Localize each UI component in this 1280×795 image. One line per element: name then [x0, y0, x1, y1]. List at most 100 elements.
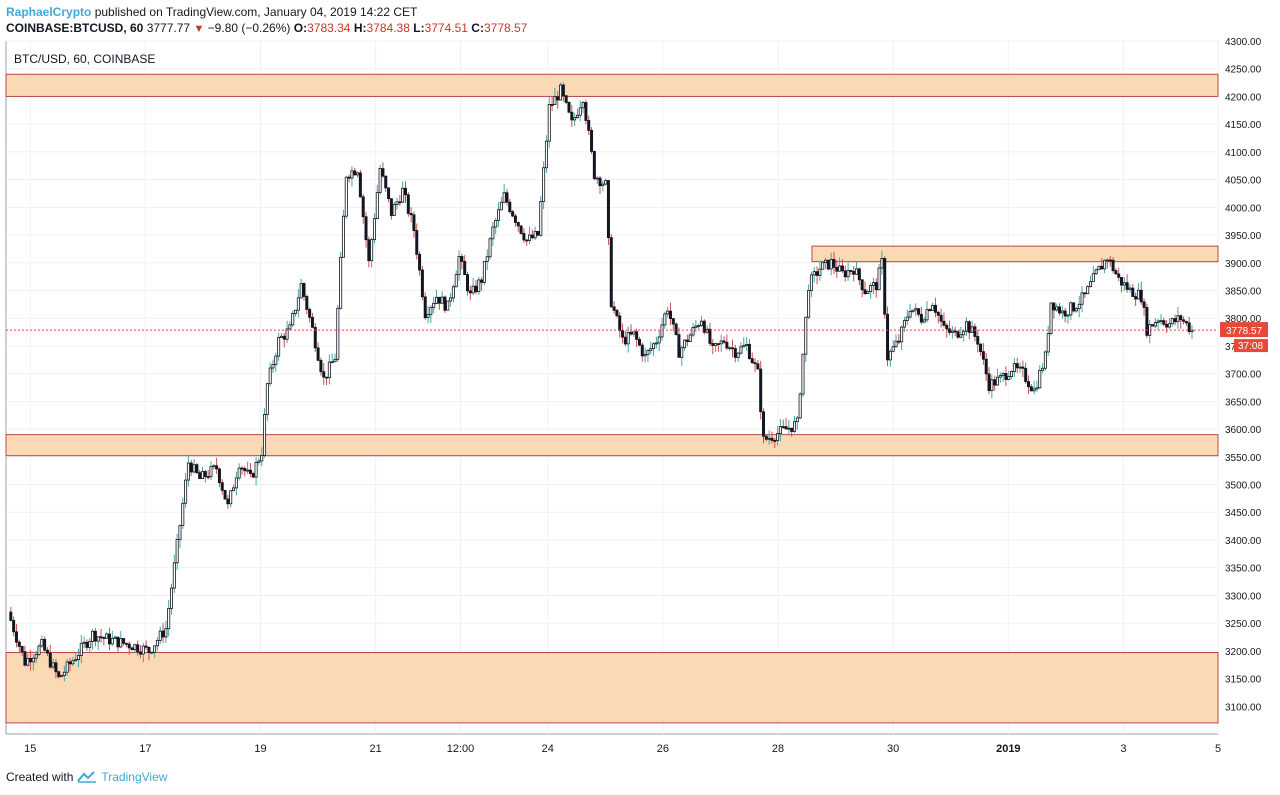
candle-body — [88, 640, 92, 648]
candle-body — [437, 296, 441, 304]
candle-body — [451, 286, 455, 299]
candle-body — [530, 234, 534, 239]
candle-body — [302, 283, 306, 297]
candle-body — [544, 140, 548, 169]
candle-body — [423, 296, 427, 319]
candle-body — [1151, 324, 1155, 327]
price-tick-label: 4150.00 — [1225, 120, 1262, 131]
candle-body — [807, 290, 811, 318]
candle-body — [688, 334, 692, 342]
candle-body — [71, 660, 75, 665]
candle-body — [206, 476, 210, 479]
candle-body — [296, 297, 300, 311]
candle-body — [144, 645, 148, 648]
candle-body — [778, 426, 782, 434]
candle-body — [942, 320, 946, 326]
candle-body — [299, 283, 303, 299]
candle-body — [933, 304, 937, 313]
candle-body — [265, 383, 269, 415]
candle-body — [711, 343, 715, 346]
down-arrow-icon: ▼ — [193, 23, 205, 35]
time-tick-label: 12:00 — [447, 743, 475, 755]
candle-body — [336, 307, 340, 360]
candle-body — [809, 274, 813, 291]
candle-body — [215, 465, 219, 470]
candle-body — [852, 270, 856, 275]
candle-body — [742, 345, 746, 348]
candle-body — [268, 367, 272, 385]
candle-body — [981, 351, 985, 360]
candle-body — [274, 355, 278, 365]
candle-body — [313, 326, 317, 349]
candle-body — [886, 313, 890, 361]
candle-body — [542, 167, 546, 202]
candle-body — [40, 638, 44, 647]
candle-body — [65, 661, 69, 673]
candle-body — [133, 644, 137, 651]
price-chart[interactable]: 4300.00 4250.00 4200.00 4150.00 4100.00 4050.… — [0, 0, 1280, 765]
candle-body — [1041, 367, 1045, 371]
time-axis[interactable]: 15 17 19 21 12:00 24 26 28 30 2019 3 5 — [24, 743, 1221, 755]
candle-body — [127, 643, 131, 649]
candle-body — [640, 344, 644, 357]
candle-body — [1142, 301, 1146, 308]
candle-body — [730, 347, 734, 350]
candle-body — [925, 309, 929, 321]
candle-body — [491, 226, 495, 240]
candle-body — [663, 313, 667, 326]
candle-body — [34, 654, 38, 659]
candle-body — [931, 304, 935, 311]
candle-body — [122, 638, 126, 644]
tradingview-brand[interactable]: TradingView — [101, 770, 168, 784]
time-tick-label: 5 — [1215, 743, 1221, 755]
candle-body — [178, 525, 182, 540]
candle-body — [998, 375, 1002, 378]
candle-body — [172, 562, 176, 589]
candle-body — [888, 350, 892, 361]
candle-body — [855, 268, 859, 275]
author-name[interactable]: RaphaelCrypto — [6, 5, 92, 19]
price-axis[interactable]: 4300.00 4250.00 4200.00 4150.00 4100.00 4050.… — [1225, 37, 1262, 713]
candle-body — [488, 238, 492, 258]
candle-body — [271, 364, 275, 369]
candle-body — [1074, 308, 1078, 312]
candle-body — [291, 313, 295, 326]
candle-body — [553, 96, 557, 106]
candle-body — [113, 636, 117, 639]
candle-body — [990, 379, 994, 392]
publish-line: RaphaelCrypto published on TradingView.c… — [6, 5, 417, 19]
candle-body — [945, 324, 949, 330]
created-with-label: Created with — [6, 770, 74, 784]
candle-body — [702, 320, 706, 333]
time-tick-label: 26 — [657, 743, 669, 755]
candle-body — [60, 675, 64, 678]
candle-body — [1052, 302, 1056, 311]
candle-body — [1012, 363, 1016, 372]
candle-body — [699, 320, 703, 326]
candle-body — [254, 461, 258, 478]
candle-body — [801, 353, 805, 395]
candle-body — [547, 104, 551, 142]
price-tick-label: 3400.00 — [1225, 536, 1262, 547]
candle-body — [843, 270, 847, 278]
candle-body — [1103, 259, 1107, 270]
candles — [9, 82, 1194, 682]
candle-body — [350, 170, 354, 179]
candle-body — [460, 256, 464, 262]
candle-body — [685, 339, 689, 342]
candle-body — [76, 655, 80, 660]
time-tick-label: 17 — [139, 743, 151, 755]
candle-body — [508, 201, 512, 213]
candle-body — [220, 482, 224, 491]
candle-body — [1187, 322, 1191, 332]
candle-body — [646, 350, 650, 355]
candle-body — [1018, 366, 1022, 369]
candle-body — [240, 467, 244, 470]
candle-body — [863, 289, 867, 295]
candle-body — [747, 343, 751, 360]
price-tick-label: 3300.00 — [1225, 591, 1262, 602]
open-label: O: — [293, 21, 308, 35]
candle-body — [1026, 381, 1030, 388]
candle-body — [406, 194, 410, 214]
candle-body — [759, 368, 763, 413]
